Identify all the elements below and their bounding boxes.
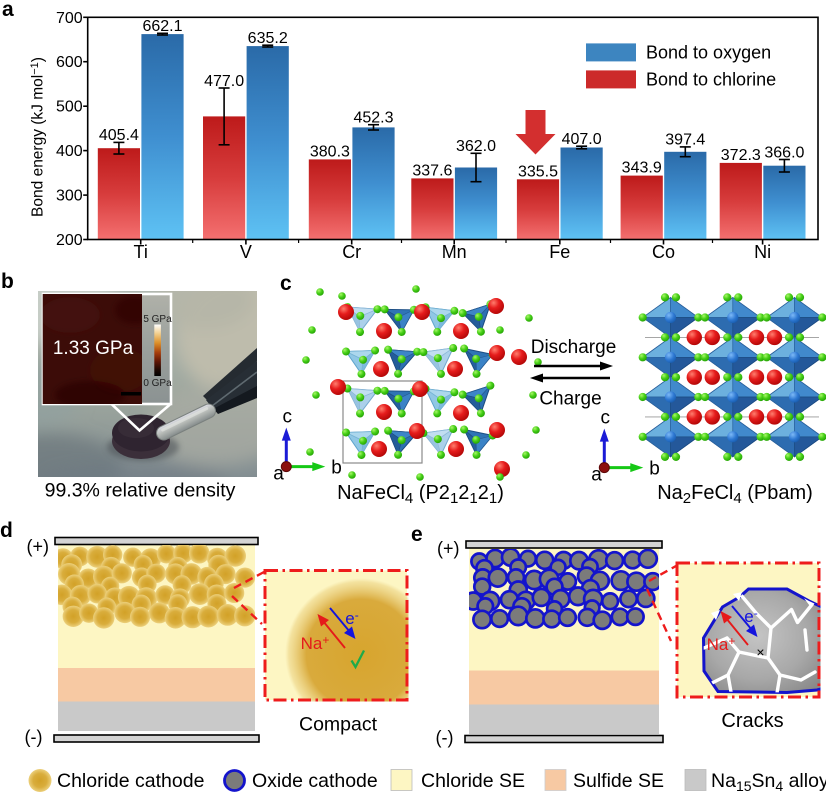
svg-text:a: a (273, 464, 284, 485)
svg-text:(-): (-) (25, 727, 43, 747)
svg-text:a: a (591, 465, 602, 486)
svg-text:400: 400 (56, 143, 83, 160)
svg-text:Sulfide SE: Sulfide SE (573, 770, 664, 792)
svg-text:600: 600 (56, 54, 83, 71)
svg-text:0 GPa: 0 GPa (143, 378, 172, 389)
svg-text:c: c (601, 408, 611, 429)
svg-text:500: 500 (56, 99, 83, 116)
svg-text:Cr: Cr (342, 242, 361, 262)
svg-text:335.5: 335.5 (518, 163, 558, 180)
svg-text:662.1: 662.1 (142, 18, 182, 35)
svg-text:Bond to oxygen: Bond to oxygen (646, 42, 771, 62)
svg-text:Ti: Ti (134, 242, 148, 262)
svg-text:c: c (280, 272, 292, 295)
svg-text:Fe: Fe (549, 242, 570, 262)
svg-text:Co: Co (652, 242, 675, 262)
svg-text:b: b (1, 270, 14, 293)
svg-text:Charge: Charge (539, 389, 601, 410)
svg-text:407.0: 407.0 (562, 131, 602, 148)
svg-text:b: b (331, 458, 342, 479)
svg-text:380.3: 380.3 (310, 143, 350, 160)
svg-text:Na+: Na+ (301, 633, 330, 653)
svg-text:300: 300 (56, 188, 83, 205)
svg-text:(-): (-) (436, 728, 454, 748)
svg-text:b: b (649, 459, 660, 480)
svg-text:Cracks: Cracks (721, 710, 783, 732)
svg-text:Oxide cathode: Oxide cathode (252, 770, 378, 792)
svg-text:c: c (283, 407, 293, 428)
svg-text:Na15Sn4 alloy: Na15Sn4 alloy (711, 770, 826, 793)
svg-text:Ni: Ni (754, 242, 771, 262)
svg-text:NaFeCl4 (P212121): NaFeCl4 (P212121) (337, 482, 504, 507)
svg-text:Chloride cathode: Chloride cathode (57, 770, 204, 792)
svg-text:1.33 GPa: 1.33 GPa (53, 338, 134, 359)
svg-text:477.0: 477.0 (204, 73, 244, 90)
svg-text:×: × (756, 644, 764, 660)
svg-text:99.3% relative density: 99.3% relative density (45, 480, 236, 502)
svg-text:635.2: 635.2 (248, 30, 288, 47)
svg-text:Compact: Compact (299, 714, 378, 736)
svg-text:200: 200 (56, 232, 83, 249)
svg-text:397.4: 397.4 (665, 132, 705, 149)
svg-text:452.3: 452.3 (353, 110, 393, 127)
svg-text:405.4: 405.4 (99, 127, 139, 144)
svg-text:(+): (+) (437, 539, 460, 559)
svg-text:d: d (0, 519, 13, 542)
svg-text:Mn: Mn (442, 242, 467, 262)
svg-text:Na+: Na+ (707, 634, 736, 654)
svg-text:(+): (+) (27, 537, 50, 557)
svg-text:a: a (2, 0, 14, 21)
svg-text:Chloride SE: Chloride SE (421, 770, 525, 792)
svg-text:V: V (240, 242, 252, 262)
svg-text:Bond energy (kJ mol−1): Bond energy (kJ mol−1) (29, 57, 47, 217)
svg-text:e: e (411, 523, 423, 546)
svg-text:372.3: 372.3 (721, 147, 761, 164)
svg-text:366.0: 366.0 (764, 144, 804, 161)
svg-text:Bond to chlorine: Bond to chlorine (646, 69, 776, 89)
svg-text:Discharge: Discharge (531, 337, 617, 358)
svg-text:362.0: 362.0 (456, 138, 496, 155)
svg-text:5 GPa: 5 GPa (143, 314, 172, 325)
svg-text:700: 700 (56, 10, 83, 27)
svg-text:343.9: 343.9 (622, 160, 662, 177)
svg-text:337.6: 337.6 (412, 162, 452, 179)
